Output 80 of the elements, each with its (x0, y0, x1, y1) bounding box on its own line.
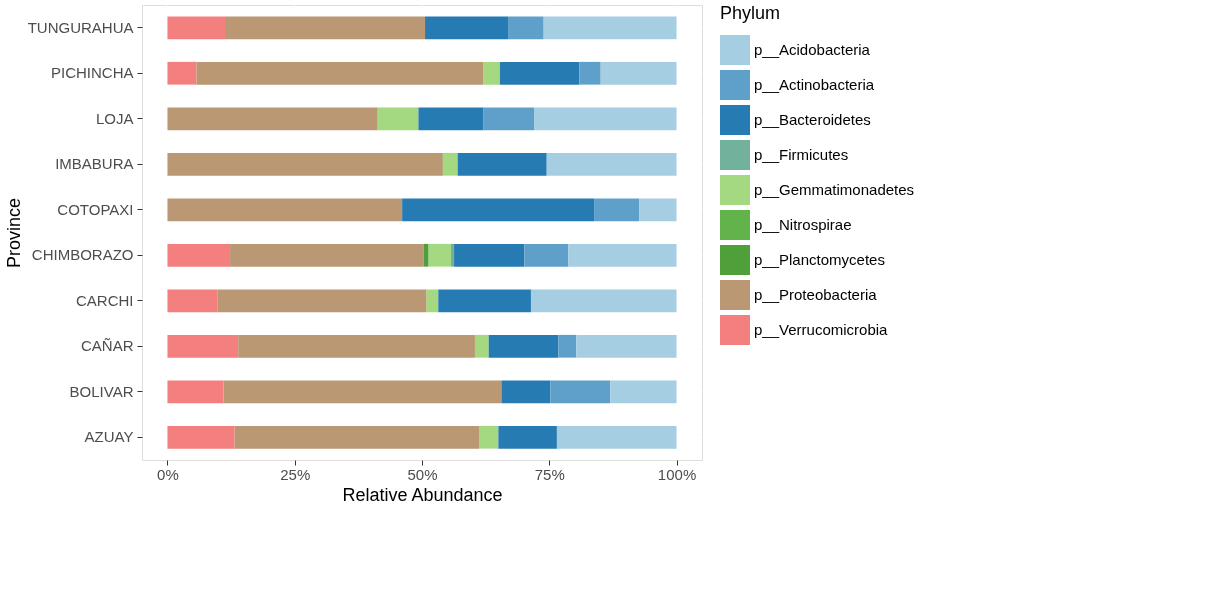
bar (196, 61, 484, 85)
bar (423, 243, 429, 267)
legend-label: p__Gemmatimonadetes (754, 181, 915, 198)
y-tick-label: CHIMBORAZO (31, 246, 134, 264)
x-tick-label: 0% (157, 465, 179, 483)
bar (454, 243, 525, 267)
bar (167, 334, 239, 358)
bar (167, 107, 378, 131)
bar (230, 243, 424, 267)
legend-title: Phylum (720, 3, 781, 23)
bar (501, 380, 551, 404)
y-tick-label: CARCHI (75, 291, 134, 309)
bar (167, 425, 235, 449)
bar (610, 380, 677, 404)
legend-label: p__Proteobacteria (754, 286, 878, 303)
y-tick-label: IMBABURA (55, 155, 134, 173)
y-tick-label: TUNGURAHUA (27, 18, 134, 36)
bar (546, 152, 677, 176)
bar (479, 425, 499, 449)
y-tick-label: BOLIVAR (69, 382, 134, 400)
y-tick-label: AZUAY (84, 428, 134, 446)
legend-label: p__Bacteroidetes (754, 111, 871, 128)
bar (167, 243, 231, 267)
bar (426, 289, 439, 313)
bar (234, 425, 480, 449)
bar (238, 334, 475, 358)
bar (534, 107, 677, 131)
y-tick-label: COTOPAXI (57, 200, 134, 218)
bar (402, 198, 595, 222)
bar (167, 289, 218, 313)
bar (579, 61, 601, 85)
legend-label: p__Firmicutes (754, 146, 849, 163)
bar (377, 107, 419, 131)
bar (418, 107, 484, 131)
bar (543, 16, 677, 40)
bar (568, 243, 677, 267)
legend-label: p__Verrucomicrobia (754, 321, 889, 338)
y-axis-title: Province (3, 197, 24, 269)
bar (425, 16, 509, 40)
x-axis-title: Relative Abundance (342, 484, 503, 505)
bar (217, 289, 427, 313)
bar (167, 152, 443, 176)
bar (167, 61, 197, 85)
bar (438, 289, 531, 313)
x-tick-label: 50% (407, 465, 438, 483)
bar (442, 152, 458, 176)
y-tick-label: LOJA (95, 109, 134, 127)
bar (556, 425, 677, 449)
y-tick-label: PICHINCHA (50, 64, 134, 82)
bar (508, 16, 544, 40)
bar (594, 198, 640, 222)
bar (483, 61, 500, 85)
bar (639, 198, 677, 222)
bar (474, 334, 489, 358)
bar (499, 61, 580, 85)
bar (524, 243, 569, 267)
bar (558, 334, 577, 358)
bar (167, 380, 224, 404)
legend-label: p__Actinobacteria (754, 76, 875, 93)
legend-label: p__Acidobacteria (754, 41, 871, 58)
bar (167, 16, 225, 40)
bar (457, 152, 547, 176)
bar (530, 289, 677, 313)
bar (576, 334, 677, 358)
bar (167, 198, 403, 222)
legend-label: p__Planctomycetes (754, 251, 885, 268)
bar (483, 107, 534, 131)
bar (451, 243, 455, 267)
bar (498, 425, 557, 449)
x-tick-label: 25% (280, 465, 311, 483)
bar (223, 380, 502, 404)
bar (428, 243, 452, 267)
legend-label: p__Nitrospirae (754, 216, 852, 233)
bar (550, 380, 611, 404)
x-tick-label: 75% (534, 465, 565, 483)
bar (224, 16, 426, 40)
x-tick-label: 100% (657, 465, 697, 483)
bar (488, 334, 559, 358)
y-tick-label: CAÑAR (80, 337, 134, 355)
bar (600, 61, 677, 85)
